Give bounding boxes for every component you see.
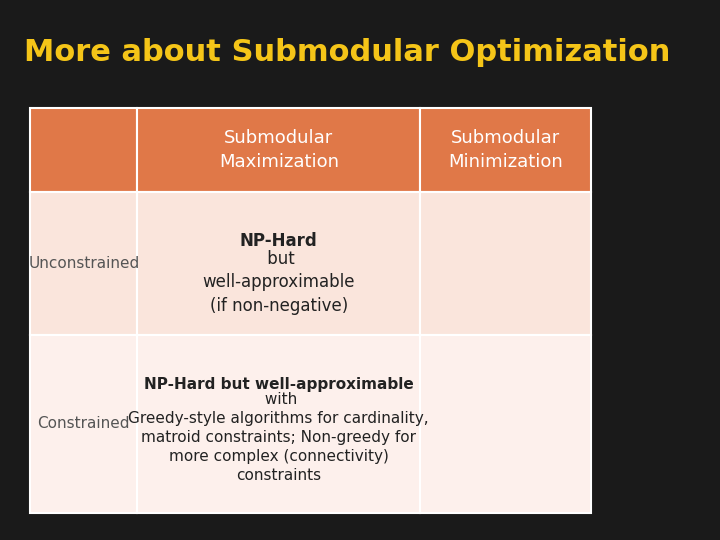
FancyBboxPatch shape	[30, 335, 137, 513]
FancyBboxPatch shape	[30, 108, 137, 192]
FancyBboxPatch shape	[30, 192, 137, 335]
FancyBboxPatch shape	[137, 335, 420, 513]
FancyBboxPatch shape	[137, 192, 420, 335]
FancyBboxPatch shape	[137, 108, 420, 192]
FancyBboxPatch shape	[420, 335, 591, 513]
Text: Submodular
Minimization: Submodular Minimization	[449, 129, 563, 171]
Text: Unconstrained: Unconstrained	[28, 256, 140, 271]
Text: NP-Hard: NP-Hard	[240, 232, 318, 249]
Text: Submodular
Maximization: Submodular Maximization	[219, 129, 338, 171]
Text: More about Submodular Optimization: More about Submodular Optimization	[24, 38, 671, 67]
FancyBboxPatch shape	[420, 108, 591, 192]
Text: Constrained: Constrained	[37, 416, 130, 431]
Text: but
well-approximable
(if non-negative): but well-approximable (if non-negative)	[202, 249, 355, 315]
Text: NP-Hard but well-approximable: NP-Hard but well-approximable	[144, 376, 413, 392]
FancyBboxPatch shape	[420, 192, 591, 335]
Text: with
Greedy-style algorithms for cardinality,
matroid constraints; Non-greedy fo: with Greedy-style algorithms for cardina…	[128, 392, 429, 483]
